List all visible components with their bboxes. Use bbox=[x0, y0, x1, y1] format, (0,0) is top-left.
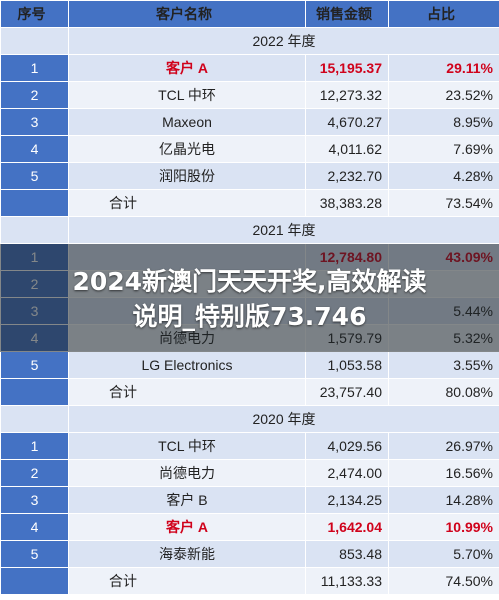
row-index: 5 bbox=[0, 162, 69, 190]
sales-amount: 4,670.27 bbox=[305, 108, 389, 136]
banner-line-1: 2024新澳门天天开奖,高效解读 bbox=[72, 267, 427, 296]
row-index: 1 bbox=[0, 432, 69, 460]
share-percent: 8.95% bbox=[388, 108, 499, 136]
year-label: 2020 年度 bbox=[68, 405, 499, 433]
row-index: 3 bbox=[0, 486, 69, 514]
year-row: 2020 年度 bbox=[0, 405, 499, 433]
row-index: 4 bbox=[0, 513, 69, 541]
table-row: 5 润阳股份 2,232.70 4.28% bbox=[0, 162, 499, 190]
customer-name: 海泰新能 bbox=[68, 540, 306, 568]
total-row: 合计 38,383.28 73.54% bbox=[0, 189, 499, 217]
sales-amount: 2,474.00 bbox=[305, 459, 389, 487]
total-sales: 38,383.28 bbox=[305, 189, 389, 217]
table-row: 2 TCL 中环 12,273.32 23.52% bbox=[0, 81, 499, 109]
row-index: 2 bbox=[0, 459, 69, 487]
table-row: 1 客户 A 15,195.37 29.11% bbox=[0, 54, 499, 82]
share-percent: 16.56% bbox=[388, 459, 499, 487]
table-row: 5 海泰新能 853.48 5.70% bbox=[0, 540, 499, 568]
table-row: 1 TCL 中环 4,029.56 26.97% bbox=[0, 432, 499, 460]
customer-name: 亿晶光电 bbox=[68, 135, 306, 163]
year-label: 2022 年度 bbox=[68, 27, 499, 55]
overlay-banner bbox=[0, 244, 499, 352]
total-share: 80.08% bbox=[388, 378, 499, 406]
table-header-row: 序号 客户名称 销售金额 占比 bbox=[0, 0, 499, 28]
total-index-blank bbox=[0, 378, 69, 406]
table-row: 4 亿晶光电 4,011.62 7.69% bbox=[0, 135, 499, 163]
total-index-blank bbox=[0, 567, 69, 595]
total-share: 74.50% bbox=[388, 567, 499, 595]
share-percent: 26.97% bbox=[388, 432, 499, 460]
year-blank-cell bbox=[0, 405, 69, 433]
banner-title: 2024新澳门天天开奖,高效解读 说明_特别版73.746 bbox=[0, 264, 499, 334]
total-index-blank bbox=[0, 189, 69, 217]
sales-amount: 12,273.32 bbox=[305, 81, 389, 109]
customer-name: 尚德电力 bbox=[68, 459, 306, 487]
sales-amount: 1,642.04 bbox=[305, 513, 389, 541]
table-row: 3 客户 B 2,134.25 14.28% bbox=[0, 486, 499, 514]
table-row: 4 客户 A 1,642.04 10.99% bbox=[0, 513, 499, 541]
sales-amount: 4,029.56 bbox=[305, 432, 389, 460]
customer-name: LG Electronics bbox=[68, 351, 306, 379]
year-blank-cell bbox=[0, 216, 69, 244]
table-row: 3 Maxeon 4,670.27 8.95% bbox=[0, 108, 499, 136]
share-percent: 23.52% bbox=[388, 81, 499, 109]
year-row: 2022 年度 bbox=[0, 27, 499, 55]
customer-name: 客户 A bbox=[68, 513, 306, 541]
row-index: 2 bbox=[0, 81, 69, 109]
header-index: 序号 bbox=[0, 0, 69, 28]
customer-name: TCL 中环 bbox=[68, 432, 306, 460]
sales-amount: 1,053.58 bbox=[305, 351, 389, 379]
banner-line-2: 说明_特别版73.746 bbox=[132, 302, 367, 331]
year-label: 2021 年度 bbox=[68, 216, 499, 244]
customer-name: TCL 中环 bbox=[68, 81, 306, 109]
sales-amount: 15,195.37 bbox=[305, 54, 389, 82]
share-percent: 7.69% bbox=[388, 135, 499, 163]
total-row: 合计 23,757.40 80.08% bbox=[0, 378, 499, 406]
header-sales: 销售金额 bbox=[305, 0, 389, 28]
total-share: 73.54% bbox=[388, 189, 499, 217]
year-row: 2021 年度 bbox=[0, 216, 499, 244]
table-row: 5 LG Electronics 1,053.58 3.55% bbox=[0, 351, 499, 379]
row-index: 5 bbox=[0, 540, 69, 568]
share-percent: 5.70% bbox=[388, 540, 499, 568]
sales-amount: 2,134.25 bbox=[305, 486, 389, 514]
share-percent: 29.11% bbox=[388, 54, 499, 82]
row-index: 3 bbox=[0, 108, 69, 136]
total-sales: 23,757.40 bbox=[305, 378, 389, 406]
sales-amount: 4,011.62 bbox=[305, 135, 389, 163]
total-sales: 11,133.33 bbox=[305, 567, 389, 595]
row-index: 4 bbox=[0, 135, 69, 163]
total-label: 合计 bbox=[68, 567, 306, 595]
total-label: 合计 bbox=[68, 189, 306, 217]
customer-name: Maxeon bbox=[68, 108, 306, 136]
table-row: 2 尚德电力 2,474.00 16.56% bbox=[0, 459, 499, 487]
sales-amount: 853.48 bbox=[305, 540, 389, 568]
year-blank-cell bbox=[0, 27, 69, 55]
customer-name: 客户 A bbox=[68, 54, 306, 82]
header-share: 占比 bbox=[388, 0, 499, 28]
share-percent: 14.28% bbox=[388, 486, 499, 514]
header-customer: 客户名称 bbox=[68, 0, 306, 28]
row-index: 1 bbox=[0, 54, 69, 82]
total-row: 合计 11,133.33 74.50% bbox=[0, 567, 499, 595]
share-percent: 10.99% bbox=[388, 513, 499, 541]
customer-name: 客户 B bbox=[68, 486, 306, 514]
share-percent: 4.28% bbox=[388, 162, 499, 190]
customer-name: 润阳股份 bbox=[68, 162, 306, 190]
share-percent: 3.55% bbox=[388, 351, 499, 379]
row-index: 5 bbox=[0, 351, 69, 379]
total-label: 合计 bbox=[68, 378, 306, 406]
sales-amount: 2,232.70 bbox=[305, 162, 389, 190]
